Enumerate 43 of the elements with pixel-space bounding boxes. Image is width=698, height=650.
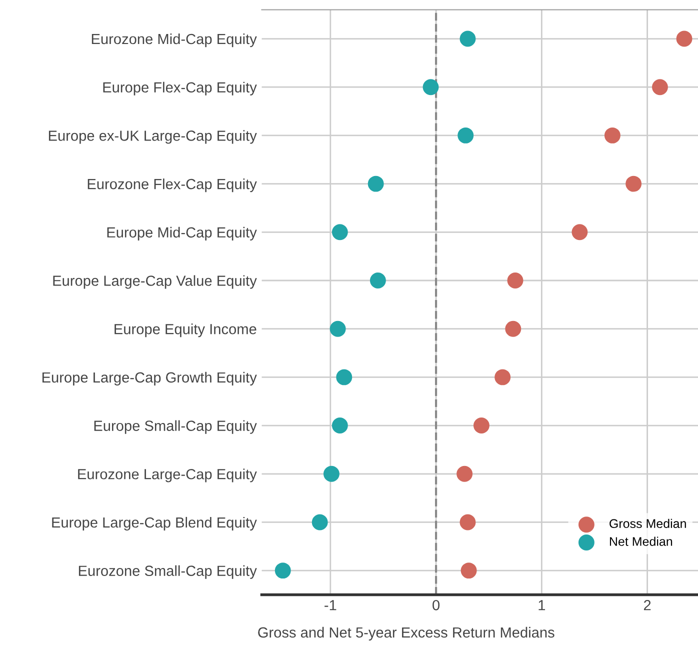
- point: [507, 272, 524, 288]
- point: [460, 30, 476, 47]
- point: [473, 418, 490, 434]
- point: [370, 272, 386, 288]
- y-tick-label: Eurozone Flex-Cap Equity: [88, 178, 257, 192]
- y-tick-label: Europe ex-UK Large-Cap Equity: [48, 130, 257, 144]
- x-tick-label: 1: [538, 600, 546, 610]
- point: [323, 466, 340, 482]
- point: [676, 30, 692, 47]
- x-tick-label: 0: [432, 600, 440, 610]
- point: [460, 562, 477, 579]
- point: [312, 514, 328, 530]
- legend-label: Net Median: [610, 536, 672, 546]
- y-tick-label: Europe Flex-Cap Equity: [103, 82, 257, 96]
- point: [332, 418, 348, 434]
- point: [330, 320, 346, 337]
- y-tick-label: Europe Mid-Cap Equity: [107, 226, 257, 240]
- y-tick-label: Europe Large-Cap Value Equity: [53, 275, 257, 289]
- point: [368, 176, 384, 192]
- point: [652, 79, 668, 96]
- point: [332, 224, 348, 240]
- point: [604, 127, 620, 144]
- point: [572, 224, 588, 240]
- legend-label: Gross Median: [610, 518, 686, 528]
- y-tick-label: Europe Equity Income: [114, 324, 256, 338]
- x-tick-label: -1: [324, 600, 336, 610]
- y-tick-label: Europe Small-Cap Equity: [94, 420, 257, 434]
- point: [422, 79, 439, 96]
- point: [274, 562, 291, 579]
- point: [336, 369, 352, 386]
- point: [626, 176, 642, 192]
- y-tick-label: Europe Large-Cap Growth Equity: [42, 372, 257, 386]
- point: [505, 320, 522, 337]
- point: [460, 514, 476, 530]
- x-axis-title: Gross and Net 5-year Excess Return Medians: [258, 626, 554, 641]
- point: [458, 127, 474, 144]
- point: [456, 466, 473, 482]
- y-tick-label: Eurozone Small-Cap Equity: [78, 565, 257, 579]
- y-tick-label: Europe Large-Cap Blend Equity: [52, 516, 257, 531]
- x-tick-label: 2: [644, 600, 651, 610]
- y-tick-label: Eurozone Large-Cap Equity: [78, 468, 257, 482]
- y-tick-label: Eurozone Mid-Cap Equity: [92, 33, 257, 48]
- point: [494, 369, 511, 386]
